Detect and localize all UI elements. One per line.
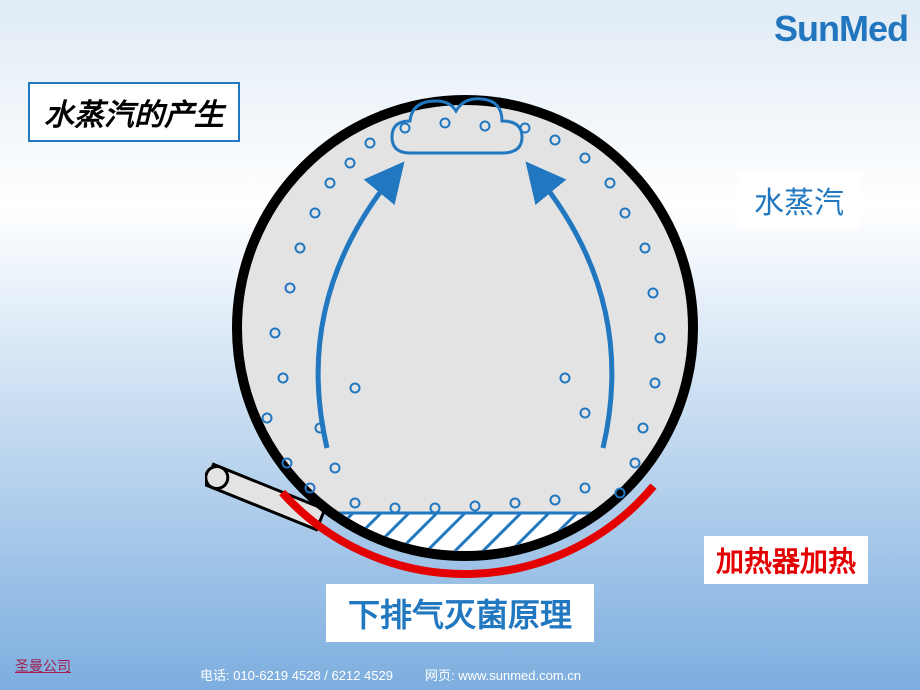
brand-logo: SunMed bbox=[774, 8, 908, 50]
company-label: 圣曼公司 bbox=[15, 656, 71, 676]
bottom-title: 下排气灭菌原理 bbox=[326, 584, 594, 642]
contact-phone: 电话: 010-6219 4528 / 6212 4529 bbox=[200, 665, 393, 684]
steam-label: 水蒸汽 bbox=[738, 172, 860, 228]
contact-web: 网页: www.sunmed.com.cn bbox=[425, 665, 581, 684]
sterilizer-diagram bbox=[205, 68, 725, 588]
contact-info: 电话: 010-6219 4528 / 6212 4529 网页: www.su… bbox=[200, 665, 581, 684]
heater-label: 加热器加热 bbox=[704, 536, 868, 584]
